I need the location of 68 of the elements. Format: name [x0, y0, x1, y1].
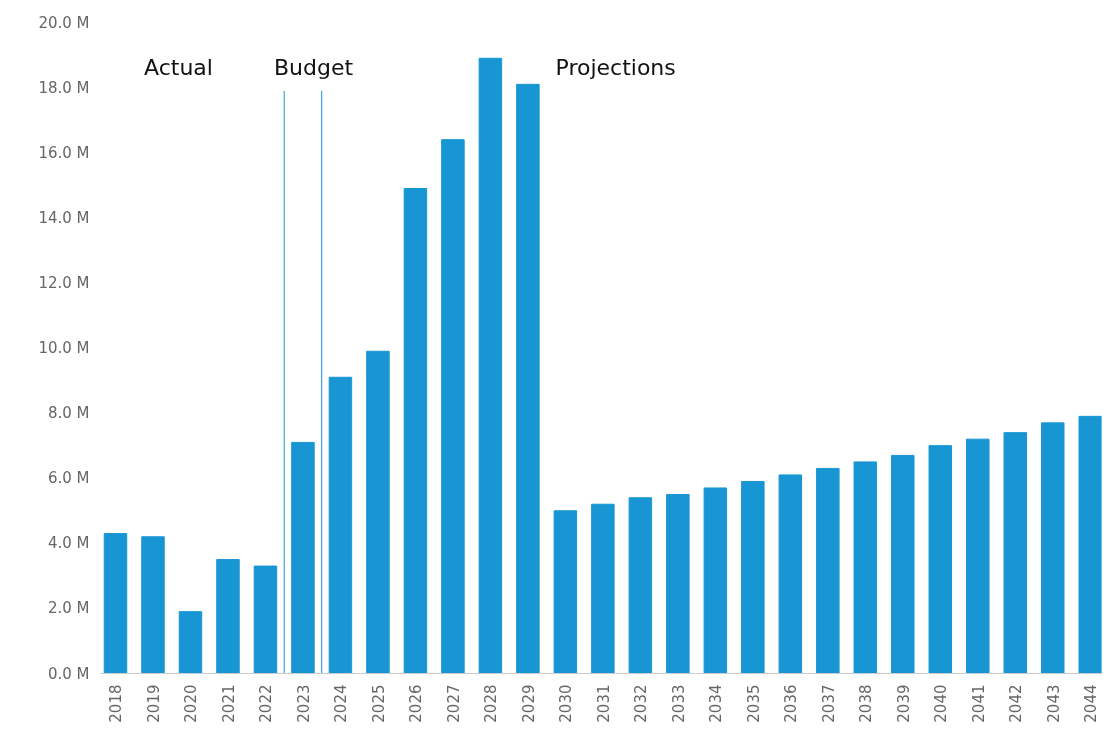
y-tick-label: 14.0 M	[38, 208, 90, 227]
y-tick-label: 10.0 M	[38, 339, 90, 357]
x-tick-label: 2041	[969, 684, 988, 723]
y-tick-label: 16.0 M	[38, 143, 90, 162]
bar	[366, 350, 390, 674]
bar	[516, 83, 540, 674]
x-tick-label: 2034	[707, 684, 726, 723]
bar	[591, 503, 615, 674]
bar	[928, 445, 953, 674]
bar	[1041, 422, 1065, 674]
x-tick-label: 2023	[294, 684, 313, 723]
bar	[553, 510, 578, 674]
annotation: Budget	[273, 55, 354, 80]
x-tick-label: 2024	[332, 684, 351, 723]
annotation: Projections	[555, 55, 676, 80]
y-tick-label: 2.0 M	[47, 599, 90, 618]
x-tick-label: 2030	[557, 684, 576, 723]
x-tick-label: 2021	[219, 684, 238, 723]
x-tick-label: 2036	[782, 684, 801, 723]
y-tick-label: 0.0 M	[47, 664, 90, 683]
bar	[778, 474, 803, 674]
bar	[853, 461, 878, 674]
y-tick-label: 18.0 M	[38, 78, 90, 97]
x-tick-label: 2042	[1007, 684, 1026, 723]
x-tick-label: 2020	[182, 684, 201, 723]
y-tick-label: 4.0 M	[47, 534, 90, 553]
bar	[703, 487, 728, 674]
bar	[1078, 415, 1102, 674]
bar	[291, 441, 315, 674]
bar	[891, 454, 915, 674]
bar	[178, 611, 203, 674]
bar	[966, 438, 990, 674]
bar	[741, 480, 765, 674]
x-tick-label: 2033	[669, 684, 688, 723]
x-tick-label: 2027	[444, 684, 463, 723]
x-tick-label: 2039	[894, 684, 913, 723]
y-tick-label: 20.0 M	[38, 13, 90, 32]
x-tick-label: 2032	[632, 684, 651, 723]
bar	[328, 376, 353, 674]
y-tick-label: 12.0 M	[38, 273, 90, 292]
x-tick-label: 2037	[819, 684, 838, 723]
bar	[441, 139, 465, 674]
bar	[216, 559, 240, 674]
bar	[628, 497, 653, 674]
x-tick-label: 2040	[932, 684, 951, 723]
y-tick-label: 6.0 M	[47, 469, 90, 488]
x-tick-label: 2019	[144, 684, 163, 723]
x-tick-label: 2038	[857, 684, 876, 723]
annotation: Actual	[144, 55, 213, 80]
x-tick-label: 2022	[257, 684, 276, 723]
x-tick-label: 2044	[1082, 684, 1101, 723]
x-tick-label: 2029	[519, 684, 538, 723]
x-tick-label: 2026	[407, 684, 426, 723]
x-tick-label: 2043	[1044, 684, 1063, 723]
bar	[141, 536, 165, 674]
bar	[403, 188, 428, 674]
x-tick-label: 2031	[594, 684, 613, 723]
bar	[816, 467, 840, 674]
y-tick-label: 8.0 M	[47, 404, 90, 423]
bar	[666, 493, 690, 674]
bar	[253, 565, 278, 674]
x-tick-label: 2035	[744, 684, 763, 723]
x-tick-label: 2025	[369, 684, 388, 723]
x-tick-label: 2018	[107, 684, 126, 723]
bar	[1003, 432, 1028, 674]
x-tick-label: 2028	[482, 684, 501, 723]
bar	[103, 533, 128, 674]
bar	[478, 57, 503, 674]
